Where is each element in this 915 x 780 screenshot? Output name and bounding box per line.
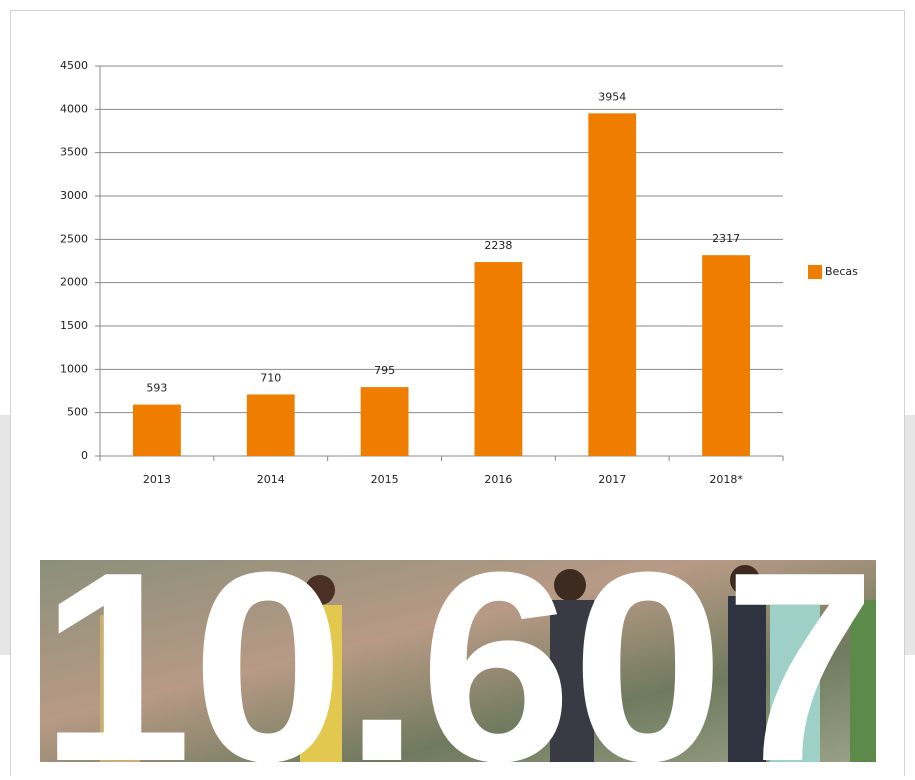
y-tick-label: 1500 [60,319,88,332]
page: 0 500 1000 1500 2000 2500 3000 3500 4000 4500 2013… [0,0,915,776]
x-tick-label: 2017 [598,473,626,486]
y-tick-label: 3500 [60,146,88,159]
value-label: 795 [374,364,395,377]
y-tick-label: 3000 [60,189,88,202]
y-tick-label: 0 [81,449,88,462]
legend-label: Becas [825,265,858,278]
value-label: 710 [260,371,281,384]
bar [702,255,750,456]
y-tick-label: 2000 [60,276,88,289]
y-tick-label: 4000 [60,102,88,115]
x-tick-label: 2014 [257,473,285,486]
bar [588,113,636,456]
x-tick-label: 2016 [484,473,512,486]
x-tick-label: 2018* [709,473,743,486]
bar [247,394,295,456]
value-label: 2317 [712,232,740,245]
x-tick-label: 2013 [143,473,171,486]
y-tick-label: 500 [67,406,88,419]
value-label: 593 [146,382,167,395]
bar [475,262,523,456]
bar [361,387,409,456]
legend-swatch [808,265,822,279]
y-tick-label: 2500 [60,232,88,245]
y-tick-label: 1000 [60,362,88,375]
y-tick-label: 4500 [60,59,88,72]
banner-number: 10.607 [40,517,876,776]
value-label: 2238 [484,239,512,252]
bar [133,405,181,456]
x-tick-label: 2015 [371,473,399,486]
value-label: 3954 [598,90,626,103]
